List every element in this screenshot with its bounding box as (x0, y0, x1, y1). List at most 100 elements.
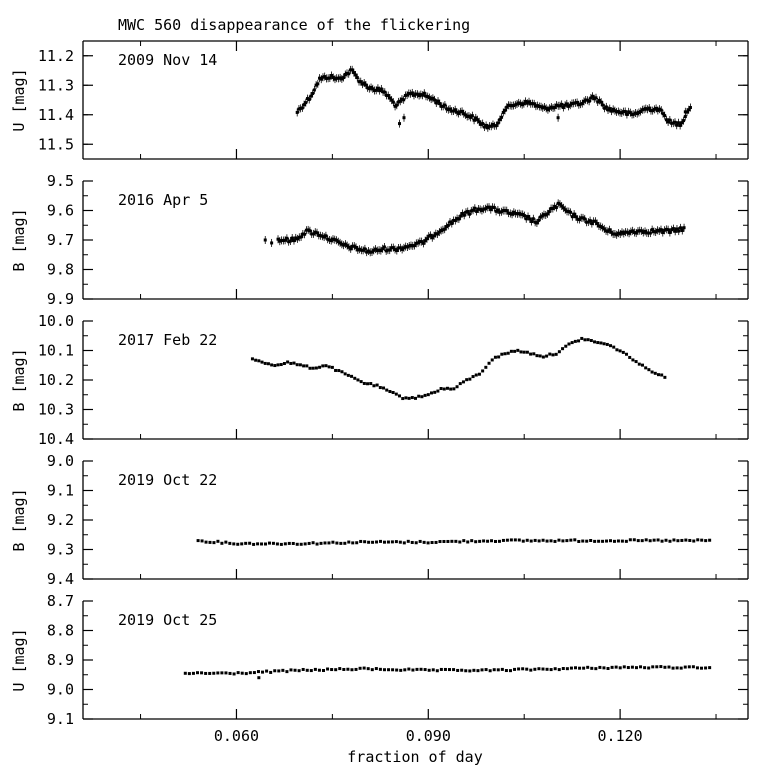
data-point (427, 668, 431, 672)
data-point (468, 669, 472, 673)
data-point (402, 541, 406, 545)
data-point (541, 667, 545, 671)
data-point (484, 668, 488, 672)
data-point (509, 349, 513, 353)
data-point (183, 671, 187, 675)
data-point (367, 540, 371, 544)
data-point (338, 667, 342, 671)
data-point (663, 375, 667, 379)
data-point (610, 665, 614, 669)
data-point (614, 665, 618, 669)
panel-1: 11.5 11.4 11.3 11.2 2009 Nov 14 U [mag] (10, 40, 749, 160)
data-point (480, 668, 484, 672)
y-axis-label: B [mag] (10, 208, 28, 271)
data-point (356, 378, 360, 382)
data-point (668, 539, 672, 543)
data-point (261, 670, 265, 674)
data-point (643, 666, 647, 670)
data-point (630, 665, 634, 669)
data-point (438, 540, 442, 544)
data-point (407, 667, 411, 671)
data-point (602, 342, 606, 346)
data-point (503, 352, 507, 356)
data-point (391, 391, 395, 395)
data-point (667, 665, 671, 669)
data-point (497, 355, 501, 359)
data-point (597, 539, 601, 543)
data-series (295, 65, 692, 132)
data-point (439, 387, 443, 391)
data-point (589, 538, 593, 542)
data-point (519, 350, 523, 354)
data-point (394, 540, 398, 544)
data-point (659, 665, 663, 669)
data-point (299, 542, 303, 546)
data-point (612, 539, 616, 543)
data-point (434, 540, 438, 544)
data-point (305, 668, 309, 672)
data-point (379, 539, 383, 543)
data-point (596, 341, 600, 345)
data-point (704, 666, 708, 670)
data-point (492, 668, 496, 672)
y-tick-label: 10.2 (38, 371, 74, 389)
data-point (200, 671, 204, 675)
data-point (695, 666, 699, 670)
y-tick-label: 9.6 (47, 202, 74, 220)
data-point (404, 396, 408, 400)
data-point (324, 364, 328, 368)
data-point (468, 377, 472, 381)
chart-title: MWC 560 disappearance of the flickering (118, 16, 470, 34)
data-point (415, 667, 419, 671)
data-point (358, 666, 362, 670)
data-point (282, 362, 286, 366)
data-point (403, 668, 407, 672)
x-tick-label: 0.090 (406, 727, 451, 745)
y-tick-label: 10.4 (38, 430, 74, 448)
data-point (277, 669, 281, 673)
panel-4: 9.0 9.1 9.2 9.3 9.4 2019 Oct 22 B [mag] (10, 452, 749, 588)
data-point (369, 382, 373, 386)
data-point (429, 391, 433, 395)
data-point (533, 667, 537, 671)
data-point (478, 539, 482, 543)
data-point (675, 666, 679, 670)
y-tick-label: 10.3 (38, 401, 74, 419)
data-point (204, 540, 208, 544)
data-point (220, 541, 224, 545)
data-point (322, 668, 326, 672)
data-point (366, 382, 370, 386)
data-point (232, 542, 236, 546)
data-point (257, 676, 261, 680)
data-point (212, 541, 216, 545)
data-point (244, 541, 248, 545)
data-point (410, 396, 414, 400)
data-point (628, 538, 632, 542)
data-point (196, 671, 200, 675)
data-point (647, 368, 651, 372)
data-point (525, 538, 529, 542)
data-point (279, 363, 283, 367)
data-point (292, 361, 296, 365)
data-point (391, 668, 395, 672)
y-tick-label: 9.9 (47, 290, 74, 308)
data-point (501, 538, 505, 542)
panel-label: 2017 Feb 22 (118, 331, 217, 349)
data-point (521, 667, 525, 671)
data-point (529, 539, 533, 543)
data-point (513, 667, 517, 671)
data-point (327, 365, 331, 369)
data-point (319, 541, 323, 545)
y-axis-label: B [mag] (10, 348, 28, 411)
data-point (553, 539, 557, 543)
data-point (634, 360, 638, 364)
data-point (606, 667, 610, 671)
data-point (506, 351, 510, 355)
data-point (651, 665, 655, 669)
data-point (406, 539, 410, 543)
data-series (250, 336, 667, 401)
data-point (236, 542, 240, 546)
data-point (490, 539, 494, 543)
data-point (582, 666, 586, 670)
